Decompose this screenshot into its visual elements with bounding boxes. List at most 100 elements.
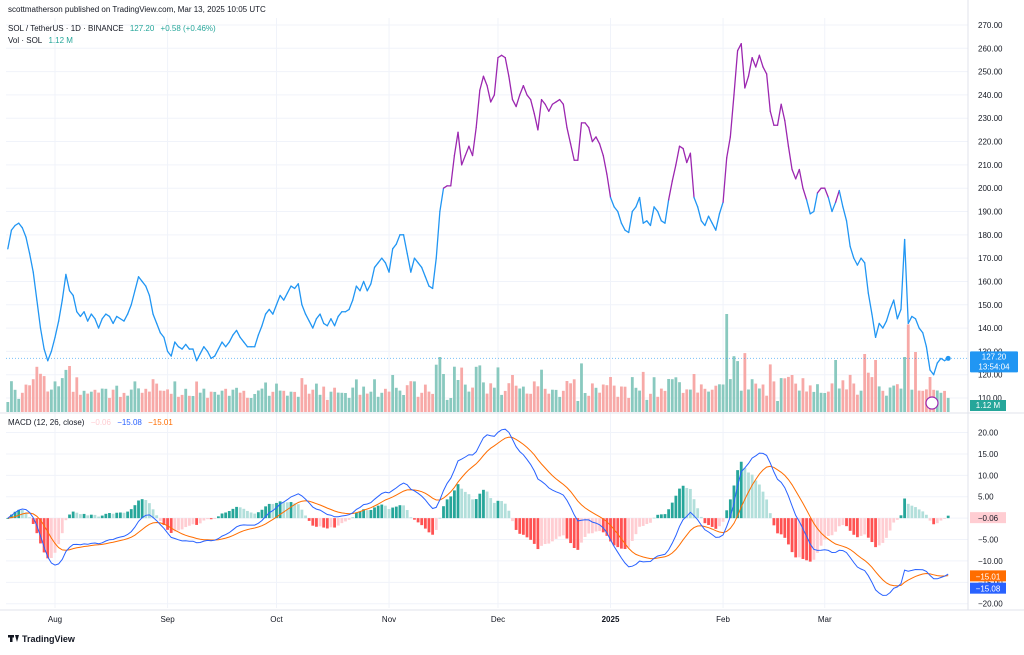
symbol-legend[interactable]: SOL / TetherUS · 1D · BINANCE 127.20 +0.… [8, 24, 220, 33]
y-tick-label: 260.00 [978, 44, 1003, 53]
symbol-title: SOL / TetherUS · 1D · BINANCE [8, 24, 124, 33]
macd-line [7, 428, 949, 596]
price-segment [471, 126, 477, 157]
price-segment [57, 299, 63, 322]
price-segment [457, 131, 463, 166]
price-segment [765, 73, 771, 112]
macd-hist-bar [685, 487, 689, 519]
price-segment [548, 103, 554, 112]
volume-bar [830, 383, 834, 412]
macd-hist-bar [329, 518, 333, 528]
volume-bar [409, 381, 413, 412]
volume-bar [209, 391, 213, 412]
macd-hist-bar [391, 507, 395, 519]
price-segment [769, 110, 775, 126]
volume-bar [801, 378, 805, 412]
macd-hist-bar [772, 518, 776, 526]
macd-hist-bar [213, 518, 217, 519]
volume-bar [39, 373, 42, 412]
price-segment [330, 318, 336, 327]
volume-bar [126, 395, 130, 412]
macd-hist-bar [670, 502, 674, 519]
macd-hist-bar [460, 488, 464, 519]
volume-bar [536, 386, 540, 412]
macd-hist-bar [453, 490, 456, 519]
macd-hist-bar [289, 502, 293, 519]
price-segment [450, 154, 456, 187]
price-segment [32, 271, 38, 301]
price-segment [936, 357, 942, 364]
price-segment [667, 180, 673, 201]
price-segment [319, 313, 325, 325]
price-segment [72, 294, 78, 313]
macd-hist-bar [834, 518, 838, 532]
macd-hist-bar [166, 518, 169, 530]
y-tick-label: 110.00 [978, 394, 1002, 403]
price-segment [715, 213, 721, 231]
price-segment [461, 154, 466, 166]
footer-brand[interactable]: TradingView [22, 634, 79, 644]
macd-hist-bar [28, 517, 31, 519]
price-segment [344, 308, 350, 313]
macd-hist-bar [478, 493, 482, 519]
price-segment [264, 308, 270, 315]
price-segment [929, 369, 935, 376]
macd-hist-bar [656, 514, 660, 519]
price-segment [519, 84, 525, 96]
volume-bar [242, 390, 246, 412]
volume-bar [264, 382, 267, 412]
macd-hist-bar [946, 515, 950, 519]
price-segment [653, 206, 659, 213]
y-tick-label: 270.00 [978, 21, 1003, 30]
volume-bar [79, 394, 82, 412]
macd-hist-bar [856, 518, 859, 538]
macd-hist-tag: −0.06 [970, 512, 1006, 524]
price-segment [693, 196, 699, 208]
macd-hist-bar [569, 518, 572, 544]
volume-bar [315, 383, 318, 412]
tradingview-logo-icon [8, 635, 19, 642]
volume-bar [118, 396, 122, 412]
macd-hist-bar [536, 518, 540, 550]
volume-tag: 1.12 M [970, 400, 1006, 411]
macd-hist-bar [928, 518, 932, 521]
volume-bar [845, 389, 848, 412]
price-segment [275, 294, 281, 306]
macd-hist-bar [503, 503, 507, 519]
price-segment [602, 154, 608, 175]
volume-bar [177, 396, 180, 412]
price-segment [268, 308, 274, 315]
macd-hist-bar [394, 506, 398, 519]
macd-hist-bar [496, 500, 500, 519]
price-segment [352, 285, 358, 301]
macd-hist-bar [354, 512, 358, 519]
macd-hist-bar [57, 518, 61, 545]
volume-bar [921, 390, 925, 412]
price-segment [755, 54, 761, 68]
macd-y-tick-label: 15.00 [978, 450, 999, 459]
price-segment [657, 210, 663, 222]
price-segment [101, 313, 107, 320]
volume-legend[interactable]: Vol · SOL 1.12 M [8, 36, 77, 45]
macd-legend[interactable]: MACD (12, 26, close) −0.06 −15.08 −15.01 [8, 418, 177, 427]
price-segment [163, 336, 169, 353]
volume-bar [445, 399, 449, 412]
macd-hist-bar [285, 502, 289, 519]
volume-bar [311, 389, 315, 412]
price-segment [762, 66, 768, 75]
price-segment [479, 75, 485, 91]
macd-hist-bar [53, 518, 57, 553]
volume-bar [747, 389, 750, 412]
volume-bar [819, 392, 823, 412]
macd-hist-bar [416, 518, 420, 523]
macd-line-value: −15.08 [117, 418, 142, 427]
macd-hist-bar [253, 513, 257, 519]
price-segment [867, 292, 873, 315]
macd-y-tick-label: −20.00 [978, 600, 1003, 609]
price-segment [733, 49, 739, 96]
volume-bar [503, 390, 507, 412]
macd-hist-bar [340, 518, 344, 524]
price-segment [355, 285, 361, 292]
